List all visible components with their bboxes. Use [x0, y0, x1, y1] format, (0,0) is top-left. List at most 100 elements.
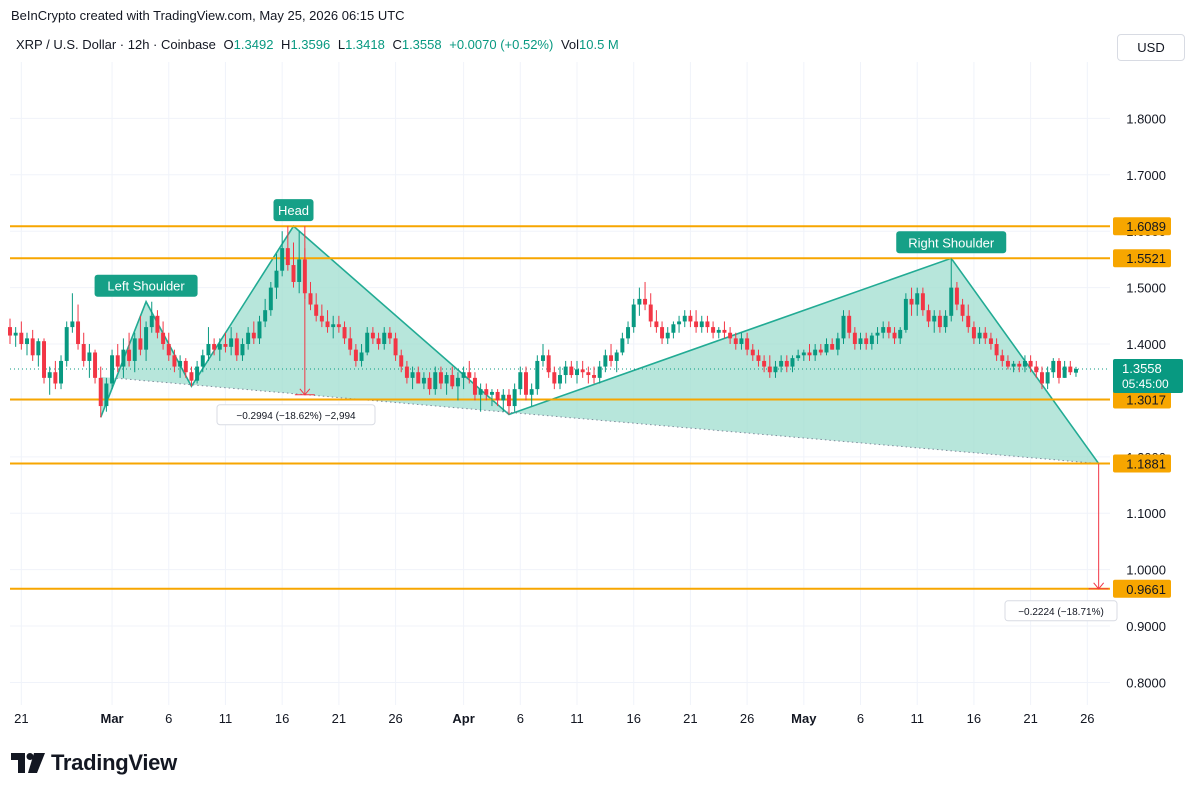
x-tick-label: 21 — [14, 711, 28, 726]
candle-body — [677, 321, 682, 325]
candle-body — [183, 360, 188, 373]
candle-body — [546, 355, 551, 373]
measure-label: −0.2224 (−18.71%) — [1018, 607, 1104, 618]
currency-selector[interactable]: USD — [1117, 34, 1185, 61]
volume-label: Vol — [560, 37, 580, 52]
candle-body — [246, 332, 251, 345]
close-value: 1.3558 — [401, 37, 442, 52]
candle-body — [200, 355, 205, 367]
low-label: L — [337, 37, 346, 52]
candle-body — [915, 293, 920, 305]
candle-body — [971, 327, 976, 339]
pattern-label-box — [896, 231, 1007, 254]
candle-body — [76, 321, 81, 345]
candle-body — [716, 329, 721, 333]
candle-body — [1017, 363, 1022, 367]
level-price-box — [1113, 454, 1171, 473]
candle-body — [886, 327, 891, 333]
candle-body — [671, 324, 676, 333]
candle-body — [643, 298, 648, 305]
candle-body — [779, 360, 784, 367]
level-price-box — [1113, 217, 1171, 236]
candle-body — [552, 372, 557, 384]
candle-body — [745, 338, 750, 350]
y-tick-label: 1.7000 — [1126, 168, 1166, 183]
candle-body — [949, 287, 954, 316]
current-price-label: 1.3558 — [1122, 361, 1162, 376]
candle-body — [529, 389, 534, 395]
pattern-fill — [100, 226, 1099, 464]
level-price-label: 1.6089 — [1126, 219, 1166, 234]
candle-body — [966, 315, 971, 328]
candle-body — [875, 332, 880, 336]
candle-body — [563, 366, 568, 376]
candle-body — [87, 352, 92, 361]
candle-body — [660, 327, 665, 339]
candle-body — [575, 369, 579, 376]
x-tick-label: 21 — [683, 711, 697, 726]
current-price-box — [1113, 358, 1183, 393]
candle-body — [501, 394, 506, 401]
candle-body — [121, 349, 126, 367]
candle-body — [892, 332, 897, 339]
candle-body — [229, 338, 234, 347]
candle-body — [569, 366, 574, 376]
candle-body — [291, 265, 296, 282]
candle-body — [353, 349, 358, 361]
x-tick-label: 16 — [275, 711, 289, 726]
candle-body — [467, 372, 472, 378]
x-tick-label: 6 — [165, 711, 172, 726]
y-tick-label: 1.4000 — [1126, 337, 1166, 352]
candle-body — [155, 315, 160, 333]
candle-body — [994, 344, 999, 356]
candle-body — [756, 355, 761, 361]
candle-body — [954, 287, 959, 305]
candle-body — [325, 321, 330, 328]
candle-body — [937, 315, 942, 328]
candle-body — [240, 344, 245, 356]
candle-body — [932, 315, 937, 322]
candle-body — [620, 338, 625, 353]
candle-body — [297, 259, 302, 282]
pattern-label-box — [94, 274, 198, 297]
candle-body — [19, 332, 24, 345]
tradingview-logo[interactable]: TradingView — [11, 750, 177, 776]
candle-body — [223, 344, 228, 347]
candle-body — [404, 366, 409, 378]
candle-body — [382, 332, 387, 345]
candle-body — [654, 321, 659, 328]
candle-body — [1068, 366, 1073, 373]
level-price-label: 0.9661 — [1126, 582, 1166, 597]
candle-body — [178, 360, 183, 367]
candle-body — [115, 355, 120, 367]
candle-body — [268, 287, 273, 311]
candle-body — [1062, 366, 1067, 378]
level-price-label: 1.5521 — [1126, 251, 1166, 266]
close-label: C — [392, 37, 402, 52]
candle-body — [983, 332, 988, 339]
x-tick-label: Apr — [452, 711, 474, 726]
candle-body — [750, 349, 755, 356]
candle-body — [739, 338, 744, 345]
candle-body — [455, 377, 460, 387]
y-tick-label: 0.9000 — [1126, 619, 1166, 634]
candle-body — [586, 372, 591, 376]
candle-body — [711, 327, 716, 333]
symbol-title[interactable]: XRP / U.S. Dollar · 12h · Coinbase — [16, 37, 216, 52]
candle-body — [308, 293, 313, 305]
y-tick-label: 1.1000 — [1126, 506, 1166, 521]
candle-body — [988, 338, 993, 345]
measure-label: −0.2994 (−18.62%) −2,994 — [236, 411, 356, 422]
candle-body — [70, 321, 75, 328]
chart-credit: BeInCrypto created with TradingView.com,… — [11, 8, 405, 23]
candle-body — [807, 352, 812, 356]
candle-body — [387, 332, 392, 339]
y-tick-label: 1.8000 — [1126, 111, 1166, 126]
candle-body — [206, 344, 211, 356]
volume-value: 10.5 M — [579, 37, 619, 52]
candle-body — [30, 338, 35, 356]
candle-body — [762, 360, 767, 367]
candle-body — [1051, 360, 1056, 373]
candle-body — [166, 344, 171, 356]
